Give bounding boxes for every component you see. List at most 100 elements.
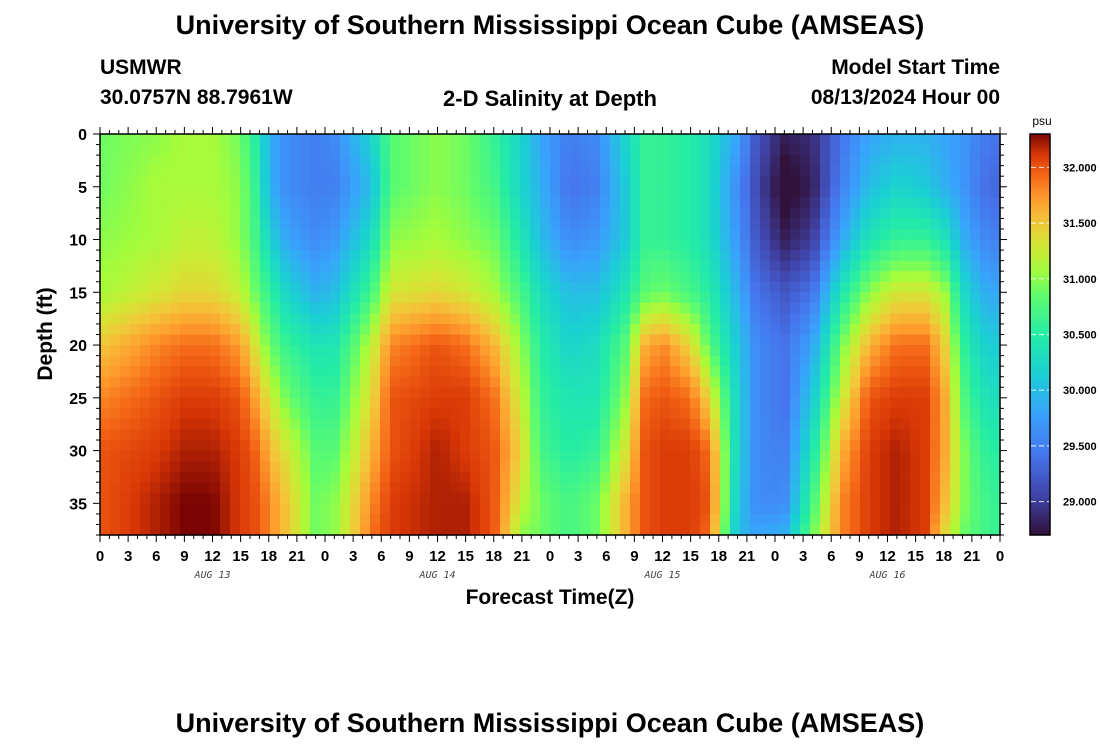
heatmap-cell	[460, 186, 471, 198]
heatmap-cell	[730, 503, 741, 515]
heatmap-cell	[780, 260, 791, 272]
heatmap-cell	[430, 207, 441, 220]
heatmap-cell	[350, 176, 361, 188]
heatmap-cell	[950, 281, 961, 293]
heatmap-cell	[220, 165, 231, 177]
heatmap-cell	[660, 440, 671, 452]
heatmap-cell	[360, 429, 371, 441]
heatmap-cell	[280, 450, 291, 462]
heatmap-cell	[130, 450, 141, 462]
heatmap-cell	[130, 345, 141, 357]
heatmap-cell	[710, 165, 721, 177]
heatmap-cell	[220, 271, 231, 283]
heatmap-cell	[360, 228, 371, 241]
heatmap-cell	[950, 408, 961, 420]
heatmap-cell	[340, 260, 351, 272]
heatmap-cell	[630, 323, 641, 336]
heatmap-cell	[730, 418, 741, 431]
heatmap-cell	[660, 260, 671, 272]
heatmap-cell	[870, 450, 881, 462]
heatmap-cell	[400, 292, 411, 304]
heatmap-cell	[960, 366, 971, 378]
heatmap-cell	[860, 513, 871, 526]
heatmap-cell	[950, 524, 961, 536]
heatmap-cell	[340, 155, 351, 167]
heatmap-cell	[190, 345, 201, 357]
heatmap-cell	[670, 387, 681, 399]
heatmap-cell	[380, 313, 391, 325]
heatmap-cell	[140, 165, 151, 177]
heatmap-cell	[320, 165, 331, 177]
heatmap-cell	[410, 524, 421, 536]
heatmap-cell	[210, 165, 221, 177]
heatmap-cell	[570, 471, 581, 483]
heatmap-cell	[490, 524, 501, 536]
heatmap-cell	[210, 250, 221, 262]
heatmap-cell	[790, 323, 801, 336]
heatmap-cell	[340, 418, 351, 431]
heatmap-cell	[470, 355, 481, 367]
heatmap-cell	[240, 471, 251, 483]
x-tick-label: 6	[377, 548, 385, 565]
heatmap-cell	[860, 271, 871, 283]
heatmap-cell	[270, 197, 281, 209]
heatmap-cell	[770, 134, 781, 146]
heatmap-cell	[310, 492, 321, 504]
colorbar-tick-label: 31.000	[1063, 274, 1097, 286]
heatmap-cell	[730, 260, 741, 272]
heatmap-cell	[720, 165, 731, 177]
heatmap-cell	[950, 482, 961, 494]
heatmap-cell	[170, 408, 181, 420]
heatmap-cell	[960, 524, 971, 536]
heatmap-cell	[890, 471, 901, 483]
heatmap-cell	[830, 376, 841, 388]
heatmap-cell	[720, 260, 731, 272]
heatmap-cell	[770, 408, 781, 420]
heatmap-cell	[800, 471, 811, 483]
heatmap-cell	[560, 492, 571, 504]
heatmap-cell	[290, 302, 301, 314]
heatmap-cell	[100, 376, 111, 388]
heatmap-cell	[770, 144, 781, 156]
heatmap-cell	[730, 218, 741, 230]
heatmap-cell	[690, 418, 701, 431]
heatmap-cell	[800, 134, 811, 146]
heatmap-cell	[210, 408, 221, 420]
heatmap-cell	[460, 165, 471, 177]
heatmap-cell	[250, 207, 261, 220]
heatmap-cell	[100, 302, 111, 314]
heatmap-cell	[560, 387, 571, 399]
heatmap-cell	[160, 144, 171, 156]
heatmap-cell	[890, 397, 901, 409]
heatmap-cell	[560, 397, 571, 409]
heatmap-cell	[980, 440, 991, 452]
heatmap-cell	[240, 429, 251, 441]
heatmap-cell	[800, 228, 811, 241]
heatmap-cell	[830, 302, 841, 314]
heatmap-cell	[960, 250, 971, 262]
heatmap-cell	[120, 471, 131, 483]
heatmap-cell	[950, 165, 961, 177]
heatmap-cell	[270, 503, 281, 515]
x-tick-label: 0	[321, 548, 329, 565]
heatmap-cell	[320, 228, 331, 241]
heatmap-cell	[830, 366, 841, 378]
heatmap-cell	[200, 292, 211, 304]
heatmap-cell	[780, 408, 791, 420]
heatmap-cell	[270, 250, 281, 262]
heatmap-cell	[970, 313, 981, 325]
heatmap-cell	[540, 313, 551, 325]
heatmap-cell	[500, 176, 511, 188]
heatmap-cell	[530, 134, 541, 146]
heatmap-cell	[580, 155, 591, 167]
heatmap-cell	[180, 376, 191, 388]
heatmap-cell	[990, 144, 1001, 156]
heatmap-cell	[140, 207, 151, 220]
heatmap-cell	[490, 429, 501, 441]
heatmap-cell	[810, 513, 821, 526]
heatmap-cell	[430, 334, 441, 346]
heatmap-cell	[700, 503, 711, 515]
heatmap-cell	[520, 228, 531, 241]
heatmap-cell	[380, 355, 391, 367]
heatmap-cell	[670, 292, 681, 304]
